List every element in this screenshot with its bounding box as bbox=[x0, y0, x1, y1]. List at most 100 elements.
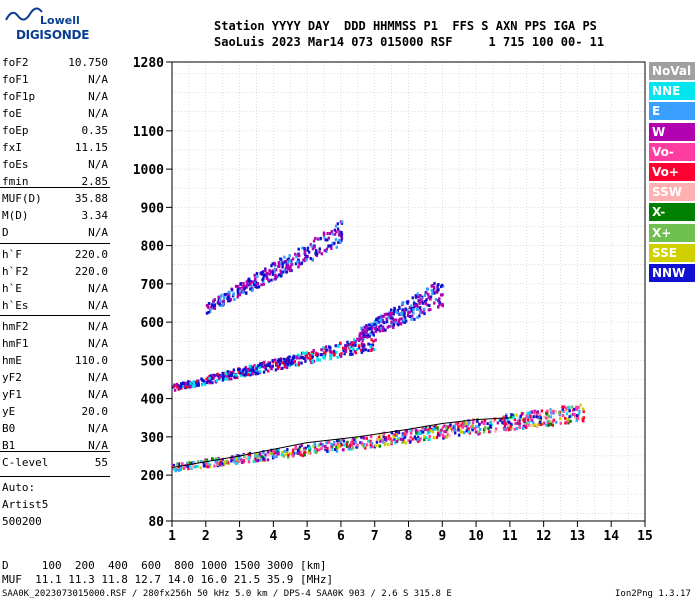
echo-point bbox=[361, 338, 364, 342]
echo-point bbox=[369, 445, 372, 449]
echo-point bbox=[565, 408, 568, 412]
echo-point bbox=[227, 374, 231, 378]
echo-point bbox=[327, 244, 330, 248]
echo-point bbox=[205, 311, 209, 315]
echo-point bbox=[512, 413, 515, 417]
echo-point bbox=[216, 372, 219, 376]
echo-point bbox=[278, 363, 281, 367]
echo-point bbox=[579, 403, 582, 407]
echo-point bbox=[527, 416, 531, 420]
echo-point bbox=[483, 422, 486, 426]
echo-point bbox=[298, 254, 301, 258]
echo-point bbox=[243, 367, 247, 371]
echo-point bbox=[230, 288, 234, 292]
echo-point bbox=[364, 325, 367, 329]
echo-point bbox=[358, 334, 361, 338]
echo-point bbox=[236, 293, 240, 297]
echo-point bbox=[173, 388, 177, 392]
echo-point bbox=[575, 405, 578, 409]
echo-point bbox=[378, 329, 382, 333]
echo-point bbox=[312, 348, 315, 352]
echo-point bbox=[310, 350, 314, 354]
echo-point bbox=[270, 365, 273, 369]
param-name: MUF(D) bbox=[2, 192, 42, 205]
echo-point bbox=[311, 360, 314, 364]
echo-point bbox=[427, 293, 430, 297]
wave-logo-icon bbox=[5, 7, 43, 21]
echo-point bbox=[523, 417, 526, 421]
echo-point bbox=[231, 294, 235, 298]
echo-point bbox=[226, 370, 229, 374]
echo-point bbox=[220, 293, 223, 297]
param-hme: hmE 110.0 bbox=[2, 354, 108, 372]
echo-point bbox=[364, 331, 367, 335]
echo-point bbox=[346, 344, 349, 348]
echo-point bbox=[444, 430, 447, 434]
echo-point bbox=[539, 416, 543, 420]
param-name: foF1p bbox=[2, 90, 36, 103]
echo-point bbox=[218, 463, 222, 467]
echo-point bbox=[440, 428, 443, 432]
echo-point bbox=[258, 452, 262, 456]
echo-point bbox=[335, 445, 338, 449]
echo-point bbox=[425, 298, 428, 302]
echo-point bbox=[180, 386, 183, 390]
echo-point bbox=[514, 421, 517, 425]
echo-point bbox=[418, 311, 422, 315]
echo-point bbox=[404, 429, 407, 433]
echo-point bbox=[390, 320, 393, 324]
echo-point bbox=[307, 356, 310, 360]
echo-point bbox=[347, 447, 351, 451]
echo-point bbox=[336, 445, 340, 449]
echo-point bbox=[371, 347, 374, 351]
echo-point bbox=[255, 451, 258, 455]
echo-point bbox=[172, 384, 176, 388]
echo-point bbox=[389, 308, 393, 312]
echo-point bbox=[382, 440, 385, 444]
echo-point bbox=[408, 310, 411, 314]
echo-point bbox=[257, 455, 261, 459]
echo-point bbox=[250, 366, 253, 370]
echo-point bbox=[327, 236, 331, 240]
param-name: hmF2 bbox=[2, 320, 29, 333]
echo-point bbox=[177, 465, 181, 469]
param-fof1p: foF1p N/A bbox=[2, 90, 108, 108]
param-name: h`E bbox=[2, 282, 22, 295]
echo-point bbox=[250, 365, 253, 369]
echo-point bbox=[263, 273, 267, 277]
echo-point bbox=[395, 440, 399, 444]
echo-point bbox=[309, 353, 312, 357]
param-value: N/A bbox=[88, 439, 108, 452]
echo-point bbox=[215, 379, 219, 383]
echo-point bbox=[237, 368, 240, 372]
echo-point bbox=[418, 314, 421, 318]
echo-point bbox=[253, 364, 256, 368]
echo-point bbox=[205, 380, 208, 384]
echo-point bbox=[365, 324, 368, 328]
echo-point bbox=[240, 290, 244, 294]
echo-point bbox=[185, 385, 189, 389]
param-name: hmF1 bbox=[2, 337, 29, 350]
echo-point bbox=[401, 313, 404, 317]
echo-point bbox=[188, 461, 192, 465]
echo-point bbox=[362, 344, 365, 348]
echo-point bbox=[372, 333, 375, 337]
echo-point bbox=[442, 429, 446, 433]
echo-point bbox=[223, 374, 226, 378]
echo-point bbox=[398, 306, 401, 310]
echo-point bbox=[250, 284, 253, 288]
echo-point bbox=[329, 448, 333, 452]
echo-point bbox=[454, 431, 457, 435]
echo-point bbox=[320, 447, 323, 451]
echo-point bbox=[192, 384, 195, 388]
echo-point bbox=[549, 408, 552, 412]
echo-point bbox=[386, 312, 389, 316]
echo-point bbox=[350, 345, 353, 349]
echo-point bbox=[418, 431, 422, 435]
echo-point bbox=[334, 344, 337, 348]
echo-point bbox=[390, 324, 393, 328]
echo-point bbox=[187, 467, 190, 471]
echo-point bbox=[270, 278, 273, 282]
echo-point bbox=[369, 327, 372, 331]
echo-point bbox=[432, 436, 436, 440]
